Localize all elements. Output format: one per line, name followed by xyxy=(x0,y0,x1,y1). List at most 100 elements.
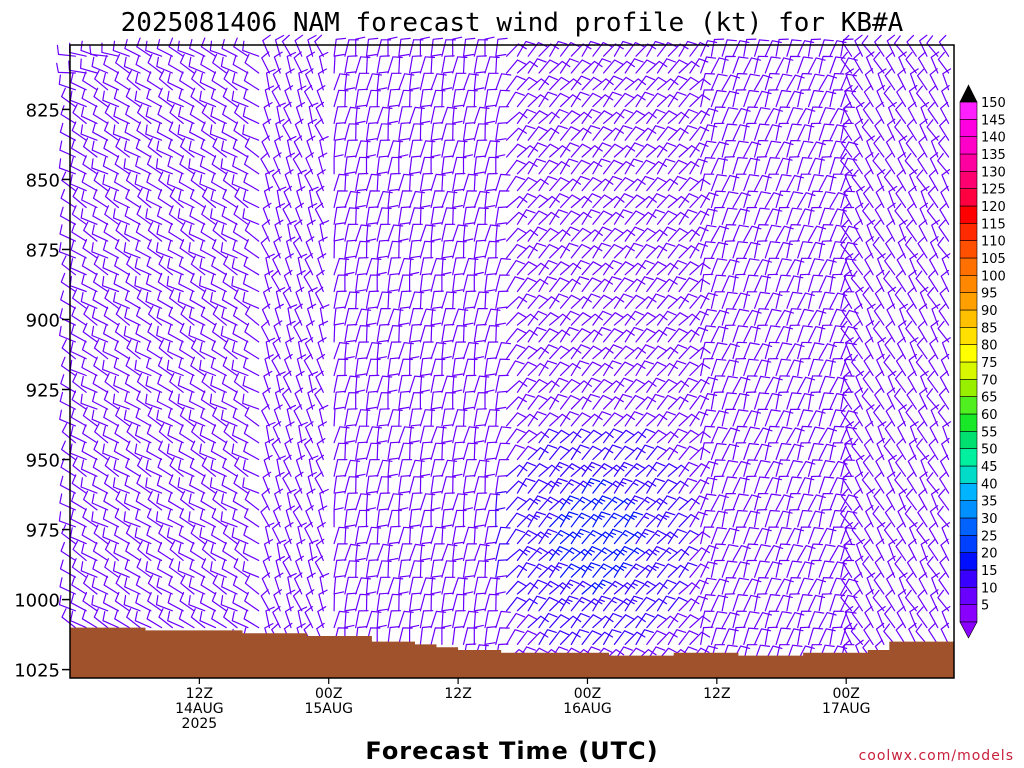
wind-barb xyxy=(308,455,319,477)
wind-barb xyxy=(209,124,227,141)
wind-barb xyxy=(473,608,486,629)
wind-barb xyxy=(807,594,826,612)
wind-barb xyxy=(473,190,490,209)
wind-barb xyxy=(603,143,624,158)
wind-barb xyxy=(818,476,835,494)
wind-barb xyxy=(419,224,436,242)
wind-barb xyxy=(145,106,163,124)
wind-barb xyxy=(178,358,195,377)
wind-barb xyxy=(613,108,634,124)
wind-barb xyxy=(549,429,570,444)
wind-barb xyxy=(473,375,490,393)
wind-barb xyxy=(743,157,761,175)
wind-barb xyxy=(721,359,739,377)
wind-barb xyxy=(516,92,537,108)
wind-barb xyxy=(344,576,359,595)
wind-barb xyxy=(656,310,677,326)
wind-barb xyxy=(484,593,500,612)
wind-barb xyxy=(430,190,445,209)
wind-barb xyxy=(807,190,823,209)
wind-barb xyxy=(700,526,715,545)
wind-barb xyxy=(191,423,206,444)
wind-barb xyxy=(430,507,441,528)
wind-barb xyxy=(775,578,794,595)
wind-barb xyxy=(419,525,434,545)
wind-barb xyxy=(93,272,109,293)
wind-barb xyxy=(495,342,512,360)
wind-barb xyxy=(452,325,468,343)
wind-barb xyxy=(516,125,536,141)
wind-barb xyxy=(177,477,195,494)
wind-barb xyxy=(786,577,802,595)
wind-barb xyxy=(919,286,929,309)
wind-barb xyxy=(168,390,184,410)
wind-barb xyxy=(635,91,655,108)
wind-barb xyxy=(452,457,464,477)
wind-barb xyxy=(452,72,467,91)
wind-barb xyxy=(786,443,804,461)
wind-barb xyxy=(613,562,633,578)
wind-barb xyxy=(917,320,928,343)
wind-barb xyxy=(441,375,457,393)
wind-barb xyxy=(656,326,676,343)
wind-barb xyxy=(409,508,422,528)
wind-barb xyxy=(126,70,141,91)
wind-barb xyxy=(233,37,249,57)
wind-barb xyxy=(135,55,152,74)
wind-barb xyxy=(462,591,474,612)
wind-barb xyxy=(190,356,206,377)
wind-barb xyxy=(877,253,886,276)
wind-barb xyxy=(592,242,611,259)
wind-barb xyxy=(231,90,249,108)
wind-barb xyxy=(721,275,739,293)
wind-barb xyxy=(355,509,370,528)
wind-barb xyxy=(538,75,558,91)
wind-barb xyxy=(754,259,772,276)
wind-barb xyxy=(452,341,467,360)
wind-barb xyxy=(293,320,303,343)
colorbar-swatch xyxy=(959,586,978,605)
wind-barb xyxy=(549,209,568,225)
wind-barb xyxy=(59,409,76,427)
wind-barb xyxy=(419,373,432,393)
wind-barb xyxy=(242,190,260,209)
wind-barb xyxy=(710,426,728,444)
wind-barb xyxy=(272,337,281,360)
wind-barb xyxy=(430,257,447,276)
wind-barb xyxy=(592,210,613,225)
wind-barb xyxy=(242,543,260,561)
wind-barb xyxy=(484,525,498,545)
wind-barb xyxy=(221,493,238,511)
wind-barb xyxy=(807,157,825,175)
wind-barb xyxy=(689,310,709,326)
wind-barb xyxy=(807,174,824,192)
wind-barb xyxy=(136,390,152,410)
wind-barb xyxy=(689,178,711,192)
wind-barb xyxy=(146,609,163,629)
wind-barb xyxy=(419,441,433,461)
wind-barb xyxy=(158,171,173,192)
wind-barb xyxy=(721,139,737,158)
wind-barb xyxy=(155,511,173,528)
wind-barb xyxy=(398,138,410,158)
wind-barb xyxy=(452,156,467,175)
wind-barb xyxy=(441,356,452,377)
wind-barb xyxy=(927,371,939,393)
wind-barb xyxy=(199,275,217,293)
wind-barb xyxy=(549,108,569,124)
wind-barb xyxy=(387,36,398,57)
wind-barb xyxy=(775,57,794,74)
wind-barb xyxy=(199,72,217,91)
wind-barb xyxy=(667,159,688,175)
wind-barb xyxy=(854,303,863,326)
wind-barb xyxy=(365,274,381,293)
wind-barb xyxy=(376,171,388,192)
wind-barb xyxy=(764,526,779,545)
wind-barb xyxy=(113,543,130,561)
wind-barb xyxy=(538,143,559,158)
y-tick-label: 850 xyxy=(26,170,60,191)
wind-barb xyxy=(495,591,506,612)
wind-barb xyxy=(897,68,907,91)
wind-barb xyxy=(157,272,173,293)
wind-barb xyxy=(886,219,896,242)
